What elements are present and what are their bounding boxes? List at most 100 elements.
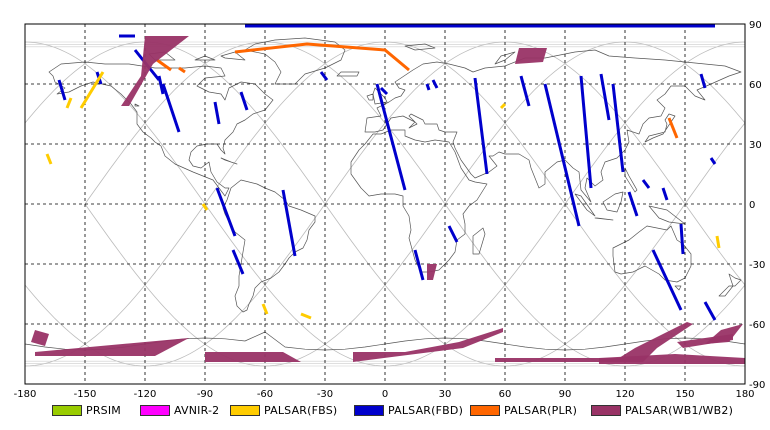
y-tick-label: 30 [749,140,762,151]
fbd-footprint [709,157,717,165]
coastline [336,71,360,77]
wb-footprint [121,36,189,106]
x-tick-label: 90 [559,389,572,400]
x-ticks: -180 -150 -120 -90 -60 -30 0 30 60 90 120 150 180 [14,389,755,400]
map-frame [24,23,746,385]
wb-footprint [515,48,547,64]
y-tick-label: 0 [749,200,755,211]
legend-item: PRSIM [52,400,121,420]
wb-footprint [35,338,189,356]
fbd-footprint [379,86,389,96]
legend-label: PALSAR(PLR) [504,403,578,417]
coastline [612,225,692,283]
wb-footprint [599,354,745,364]
x-tick-label: 0 [382,389,388,400]
legend-label: PALSAR(FBD) [388,403,464,417]
legend-swatch [591,404,621,416]
legend-label: PALSAR(FBS) [264,403,338,417]
legend-swatch [52,404,82,416]
coastline [644,113,676,143]
fbd-footprint [703,301,717,321]
coastline [220,157,238,165]
coastline [494,51,516,65]
coastline [134,103,140,107]
legend-item: PALSAR(PLR) [470,400,577,420]
plr-footprint [234,42,410,72]
gridlines [25,24,745,384]
plr-footprint [156,58,172,72]
legend-item: AVNIR-2 [140,400,219,420]
coastline [472,227,486,255]
y-ticks: 90 60 30 0 -30 -60 -90 [749,20,765,391]
legend-label: PRSIM [86,403,121,417]
coastline [404,43,436,51]
wb-footprint [427,264,437,280]
x-tick-label: -150 [74,389,97,400]
y-tick-label: -60 [749,320,765,331]
fbd-footprint [519,75,531,107]
fbs-footprint [79,71,105,109]
wb-footprint [31,330,49,346]
fbd-footprint [579,75,593,189]
fbd-footprint [543,83,581,227]
plr-footprint [178,66,186,74]
coastline [574,193,596,217]
wb-footprint [353,328,503,362]
x-tick-label: 30 [439,389,452,400]
fbd-footprint [57,79,67,101]
wb-footprint [705,324,743,344]
legend-item: PALSAR(WB1/WB2) [591,400,733,420]
x-tick-label: 150 [675,389,694,400]
coastline [244,37,346,85]
legend-label: AVNIR-2 [174,403,220,417]
coastline [48,61,274,197]
fbd-footprint [447,225,459,243]
fbd-footprint [641,179,651,189]
coastline [366,93,374,101]
x-tick-label: -30 [317,389,333,400]
fbd-footprint [161,83,181,133]
x-tick-label: 60 [499,389,512,400]
fbd-footprint [627,191,639,217]
fbd-footprint [413,249,425,281]
fbd-footprint [239,91,249,111]
y-tick-label: -30 [749,260,765,271]
fbd-footprint [213,101,221,125]
wb-footprint [495,322,693,362]
fbd-footprint [473,77,489,175]
legend-swatch [230,404,260,416]
fbs-footprint [715,235,721,249]
coastline [594,217,614,221]
fbd-footprint [431,79,439,89]
fbs-footprint [45,153,53,165]
fbd-footprint [599,73,611,121]
x-tick-label: -60 [257,389,273,400]
plr-footprint [667,117,679,139]
fbd-footprint [375,83,407,191]
y-tick-label: -90 [749,380,765,391]
fbd-footprint [319,71,329,81]
fbs-footprint [499,102,507,110]
x-tick-label: 120 [615,389,634,400]
fbd-footprint [661,187,669,201]
coastline [674,285,682,291]
legend-item: PALSAR(FBD) [354,400,463,420]
footprints [31,24,745,364]
fbd-footprint [281,189,297,257]
fbd-footprint [651,249,683,311]
fbs-footprint [65,97,73,109]
fbd-footprint [425,83,431,91]
fbd-footprint [679,223,685,255]
fbd-footprint [215,187,237,237]
legend-swatch [140,404,170,416]
fbd-footprint [231,249,245,275]
fbd-footprint [157,75,165,95]
fbd-footprint [699,73,707,89]
fbs-footprint [201,203,209,211]
legend: PRSIM AVNIR-2 PALSAR(FBS) PALSAR(FBD) PALSAR… [0,400,770,420]
fbd-footprint [611,83,625,173]
legend-label: PALSAR(WB1/WB2) [625,403,734,417]
legend-item: PALSAR(FBS) [230,400,337,420]
legend-swatch [470,404,500,416]
